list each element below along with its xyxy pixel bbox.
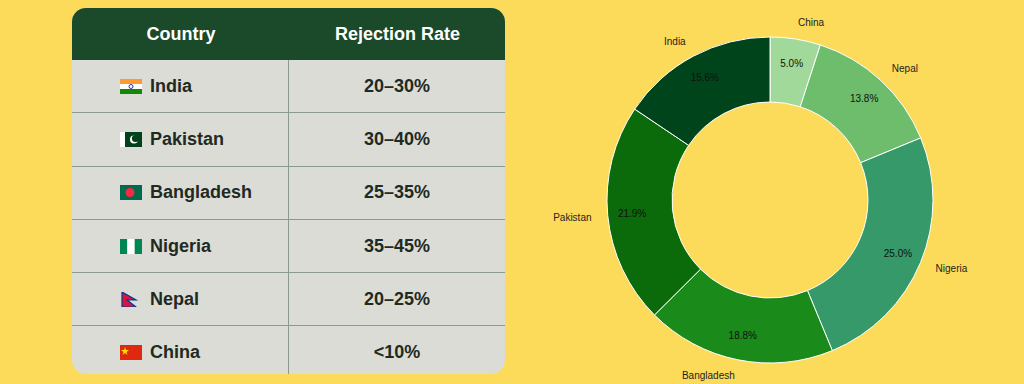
html-text:Rejection Rate: Rejection Rate [335,23,460,44]
svg-text:India: India [664,36,686,47]
svg-text:China: China [798,17,825,28]
html-text:25–35%: 25–35% [364,182,430,203]
svg-text:Nigeria: Nigeria [936,263,968,274]
svg-text:15.6%: 15.6% [691,72,719,83]
svg-text:5.0%: 5.0% [780,58,803,69]
html-text:Nepal: Nepal [150,288,199,309]
html-text:China: China [150,342,200,363]
html-text:India: India [150,75,192,96]
svg-text:13.8%: 13.8% [850,93,878,104]
html-text:20–30%: 20–30% [364,75,430,96]
svg-text:18.8%: 18.8% [729,330,757,341]
html-text:Pakistan: Pakistan [150,128,224,149]
html-text:Nigeria: Nigeria [150,235,211,256]
html-text:20–25%: 20–25% [364,288,430,309]
html-text:<10%: <10% [373,342,421,363]
html-text:Bangladesh: Bangladesh [150,182,252,203]
svg-text:Bangladesh: Bangladesh [682,370,735,381]
svg-text:25.0%: 25.0% [884,248,912,259]
html-text:30–40%: 30–40% [364,128,430,149]
html-text:Country: Country [146,23,216,44]
svg-text:Nepal: Nepal [892,63,918,74]
html-text:35–45%: 35–45% [364,235,430,256]
svg-text:Pakistan: Pakistan [553,212,591,223]
svg-text:21.9%: 21.9% [618,208,646,219]
